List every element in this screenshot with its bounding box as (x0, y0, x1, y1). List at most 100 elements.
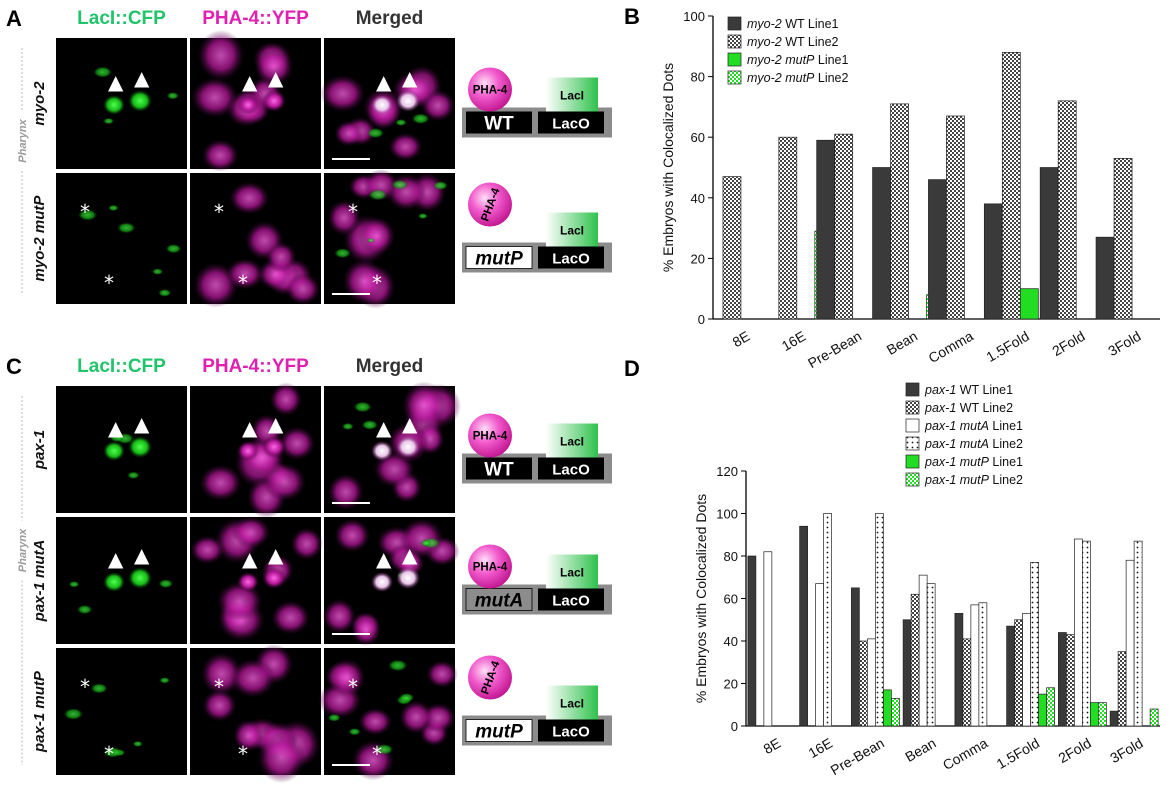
micrograph-tile: ** (317, 648, 458, 781)
arrowhead-marker: ▲ (268, 66, 284, 90)
panel-label: A (6, 6, 22, 31)
lacI-label: LacI (560, 224, 584, 238)
asterisk-marker: * (80, 200, 90, 224)
bar-wt-line1 (816, 139, 836, 320)
micrograph-tile: ** (190, 173, 321, 308)
bar-wt-line1 (872, 167, 891, 320)
x-tick-label: 16E (806, 735, 836, 761)
legend-tag: WT (782, 17, 805, 31)
lacI-label: LacI (560, 697, 584, 711)
bar-wt-line1 (983, 203, 1003, 320)
nucleus-blob (329, 658, 366, 697)
lacI-protein (546, 212, 598, 247)
lacI-speck (395, 119, 407, 126)
colocalized-dot (128, 435, 153, 458)
bar-muta-line2 (1082, 540, 1091, 727)
micrograph-tile: ▲ ▲ (190, 29, 321, 172)
binding-site-label: mutP (475, 722, 523, 743)
legend-swatch (727, 52, 742, 67)
legend-tag: mutP (782, 71, 815, 85)
bar-wt-line2 (1113, 158, 1133, 320)
lacI-speck (63, 708, 84, 721)
legend-swatch (905, 382, 920, 397)
lacO-box (538, 719, 604, 742)
lacI-speck (158, 288, 172, 297)
y-tick-label: 80 (691, 70, 705, 85)
lacI-speck (432, 181, 449, 191)
legend-label: pax-1 mutA Line2 (924, 437, 1023, 451)
colocalized-dot (396, 435, 421, 458)
colocalized-dot (237, 440, 260, 461)
lacO-label: LacO (552, 593, 590, 610)
micrograph-tile: ▲ ▲ (56, 386, 187, 513)
bar-mutp-line2 (1098, 702, 1107, 727)
lacI-speck (391, 179, 409, 190)
binding-site-box (466, 111, 532, 134)
bar-wt-line2 (1117, 651, 1127, 727)
colocalized-dot (371, 94, 394, 115)
x-tick-label: 1.5Fold (983, 328, 1031, 365)
lacI-speck (366, 127, 385, 139)
pha4-protein (468, 544, 512, 589)
bar-wt-line1 (1109, 710, 1119, 727)
y-axis-label: % Embryos with Colocalized Dots (660, 63, 676, 272)
pha4-protein (468, 413, 512, 458)
lacI-speck (417, 213, 428, 220)
pha4-protein (468, 67, 512, 112)
bar-wt-line1 (1095, 236, 1115, 320)
x-tick-label: Pre-Bean (805, 328, 864, 371)
bar-wt-line1 (902, 619, 912, 727)
micrograph-tile: ▲ ▲ (190, 382, 321, 519)
asterisk-marker: * (238, 271, 248, 295)
legend-line: Line2 (979, 401, 1013, 415)
bar-mutp-line1 (883, 689, 892, 727)
bar-wt-line2 (1057, 100, 1077, 320)
micrograph-tile: ▲ ▲ (322, 517, 460, 646)
legend-tag: mutP (956, 455, 989, 469)
legend-line: Line1 (804, 17, 838, 31)
nucleus-blob (320, 74, 366, 113)
bar-muta-line1 (763, 551, 773, 727)
arrowhead-marker: ▲ (402, 412, 418, 436)
bar-mutp-line1 (1019, 288, 1039, 320)
y-axis-label: % Embryos with Colocalized Dots (693, 494, 709, 703)
nucleus-blob (229, 181, 270, 215)
legend-swatch (727, 16, 742, 31)
y-tick-label: 0 (731, 719, 738, 734)
nucleus-blob (358, 707, 393, 736)
legend-tag: WT (956, 383, 979, 397)
bar-wt-line2 (859, 640, 868, 727)
arrowhead-marker: ▲ (242, 70, 258, 94)
bar-muta-line2 (823, 513, 832, 727)
lacI-speck (90, 683, 108, 694)
legend-gene: myo-2 (747, 17, 782, 31)
nucleus-blob (399, 518, 444, 559)
legend-entry: pax-1 mutA Line1 (905, 418, 1023, 433)
legend-gene: myo-2 (747, 53, 782, 67)
y-tick-label: 100 (683, 9, 705, 24)
asterisk-marker: * (214, 200, 224, 224)
pha4-label: PHA-4 (473, 562, 508, 574)
channel-title: PHA-4::YFP (202, 356, 309, 377)
pha4-protein (468, 655, 512, 700)
x-tick-label: Bean (902, 735, 938, 765)
pharynx-label: Pharynx (17, 118, 29, 162)
y-tick-label: 100 (716, 507, 738, 522)
nucleus-blob (190, 535, 225, 565)
bar-wt-line1 (1058, 632, 1067, 727)
nucleus-blob (426, 660, 458, 688)
lacI-label: LacI (560, 435, 584, 449)
lacI-protein (546, 554, 598, 589)
bar-mutp-line2 (891, 698, 900, 727)
bar-wt-line2 (946, 115, 965, 320)
lacO-label: LacO (552, 116, 590, 133)
bar-muta-line1 (1125, 559, 1135, 727)
nucleus-blob (202, 689, 237, 722)
legend-swatch (727, 70, 742, 85)
legend-line: Line2 (804, 35, 838, 49)
asterisk-marker: * (80, 675, 90, 699)
bar-muta-line2 (875, 513, 884, 727)
nucleus-blob (265, 241, 297, 273)
lacI-speck (108, 204, 119, 212)
arrowhead-marker: ▲ (376, 547, 392, 571)
